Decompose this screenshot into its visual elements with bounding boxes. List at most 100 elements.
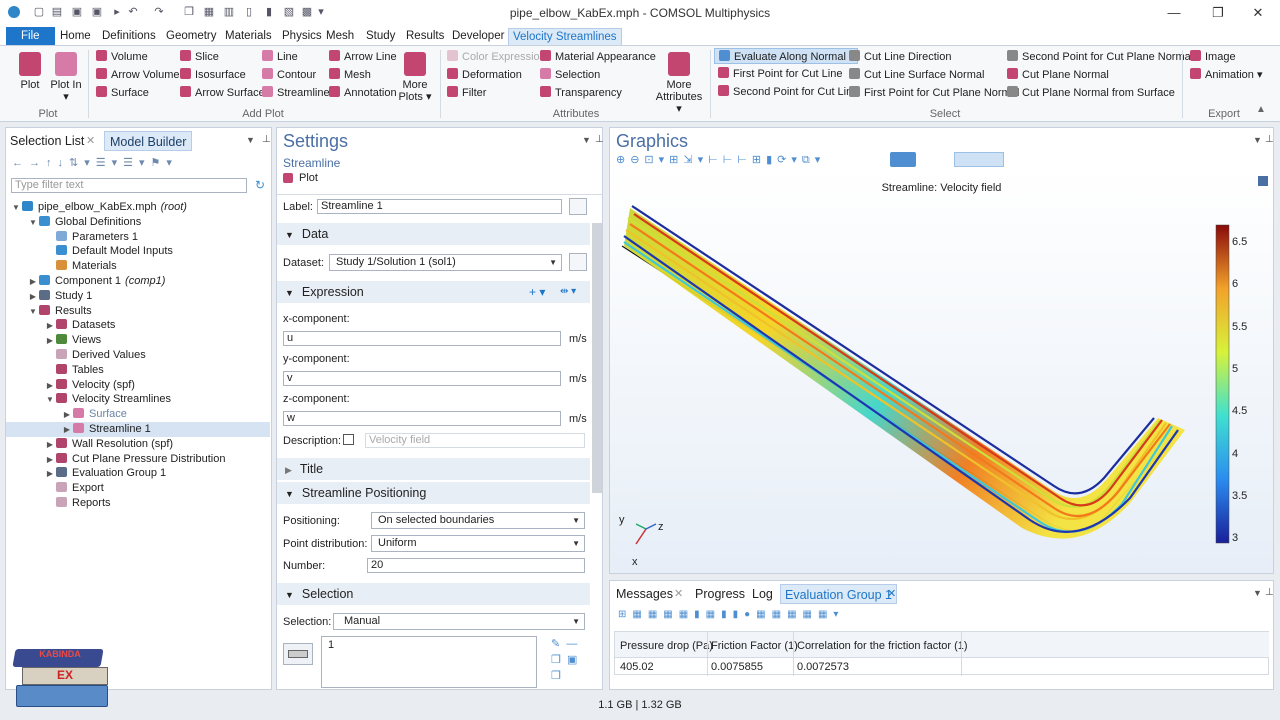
selection-tools[interactable]: ✎ — ❐ ▣ ❐	[551, 638, 578, 682]
save-as-icon[interactable]: ▣	[91, 6, 103, 18]
windows-icon[interactable]: ▩	[301, 6, 313, 18]
tree-item[interactable]: Tables	[10, 363, 270, 378]
tree-item[interactable]: ▶ Wall Resolution (spf)	[10, 437, 270, 452]
go-to-source-icon[interactable]	[569, 253, 587, 271]
tree-item[interactable]: ▶ Study 1	[10, 289, 270, 304]
data-section[interactable]: ▼ Data	[277, 223, 590, 245]
tab-materials[interactable]: Materials	[225, 30, 272, 42]
description-checkbox[interactable]	[343, 434, 354, 445]
second-point-cut-plane-button[interactable]: Second Point for Cut Plane Normal	[1007, 49, 1193, 65]
cut-plane-normal-button[interactable]: Cut Plane Normal	[1007, 67, 1193, 83]
panel-menu-icon[interactable]: ▼	[1253, 588, 1262, 598]
cut-plane-normal-surface-button[interactable]: Cut Plane Normal from Surface	[1007, 85, 1193, 101]
label-field[interactable]: Streamline 1	[317, 199, 562, 214]
tab-results[interactable]: Results	[406, 30, 445, 42]
header-correlation[interactable]: Correlation for the friction factor (1)	[797, 640, 968, 652]
tree-item[interactable]: Derived Values	[10, 348, 270, 363]
replace-expression-icon[interactable]: + ▾	[529, 285, 546, 299]
header-friction-factor[interactable]: Friction Factor (1)	[711, 640, 798, 652]
label-reset-icon[interactable]	[569, 198, 587, 215]
refresh-icon[interactable]: ↻	[255, 178, 266, 192]
tab-geometry[interactable]: Geometry	[166, 30, 217, 42]
chevron-down-icon[interactable]: ▼	[29, 306, 37, 316]
tree-item[interactable]: Export	[10, 481, 270, 496]
tree-item[interactable]: ▶ Datasets	[10, 318, 270, 333]
tree-item[interactable]: ▼ pipe_elbow_KabEx.mph (root)	[10, 200, 270, 215]
description-field[interactable]: Velocity field	[365, 433, 585, 448]
filter-button[interactable]: Filter	[447, 85, 546, 101]
tab-messages[interactable]: Messages	[616, 587, 673, 601]
tree-item[interactable]: ▶ Surface	[10, 407, 270, 422]
selection-section[interactable]: ▼ Selection	[277, 583, 590, 605]
header-pressure-drop[interactable]: Pressure drop (Pa)	[620, 640, 713, 652]
clear-all-icon[interactable]: ▧	[283, 6, 295, 18]
tree-item[interactable]: ▼ Global Definitions	[10, 215, 270, 230]
customize-arrow-icon[interactable]: ▾	[318, 6, 324, 18]
chevron-right-icon[interactable]: ▶	[63, 424, 71, 434]
insert-expression-icon[interactable]: ⇹ ▾	[560, 286, 577, 297]
number-field[interactable]: 20	[367, 558, 585, 573]
close-tab-icon[interactable]: ✕	[86, 135, 96, 147]
maximize-button[interactable]: ❐	[1212, 5, 1224, 20]
selection-item[interactable]: 1	[328, 639, 335, 651]
save-icon[interactable]: ▣	[71, 6, 83, 18]
graphics-toolbar[interactable]: ⊕⊖⊡▾⊞⇲▾⊢⊢⊢⊞▮⟳▾⧉▾	[616, 154, 826, 166]
tab-velocity-streamlines[interactable]: Velocity Streamlines	[508, 28, 622, 45]
z-component-field[interactable]: w	[283, 411, 561, 426]
tree-item[interactable]: ▼ Results	[10, 304, 270, 319]
model-toolbar[interactable]: ←→↑↓⇅▾☰▾☰▾⚑▾	[12, 157, 178, 169]
duplicate-icon[interactable]: ▥	[223, 6, 235, 18]
active-selection-toggle[interactable]	[283, 643, 313, 665]
redo-icon[interactable]: ↷	[154, 6, 164, 18]
y-component-field[interactable]: v	[283, 371, 561, 386]
clear-icon[interactable]: ▮	[265, 6, 273, 18]
tree-item[interactable]: ▶ Velocity (spf)	[10, 378, 270, 393]
volume-button[interactable]: Volume	[96, 49, 179, 65]
delete-icon[interactable]: ▯	[245, 6, 253, 18]
animation-button[interactable]: Animation ▾	[1190, 67, 1263, 83]
close-tab-icon[interactable]: ✕	[887, 588, 897, 600]
point-distribution-select[interactable]: Uniform ▼	[371, 535, 585, 552]
pin-icon[interactable]: ⊥	[1265, 587, 1274, 598]
tab-model-builder[interactable]: Model Builder	[104, 131, 193, 151]
arrow-volume-button[interactable]: Arrow Volume	[96, 67, 179, 83]
chevron-right-icon[interactable]: ▶	[46, 380, 54, 390]
second-point-cut-line-button[interactable]: Second Point for Cut Line	[714, 84, 858, 100]
tab-evaluation-group[interactable]: Evaluation Group 1	[780, 584, 898, 604]
tab-developer[interactable]: Developer	[452, 30, 505, 42]
paste-icon[interactable]: ▦	[203, 6, 215, 18]
selection-button[interactable]: Selection	[540, 67, 656, 83]
streamline-positioning-section[interactable]: ▼ Streamline Positioning	[277, 482, 590, 504]
collapse-ribbon-icon[interactable]: ▲	[1256, 104, 1266, 115]
more-attributes-button[interactable]: More Attributes ▾	[652, 52, 706, 115]
annotation-button[interactable]: Annotation	[329, 85, 397, 101]
isosurface-button[interactable]: Isosurface	[180, 67, 265, 83]
positioning-select[interactable]: On selected boundaries ▼	[371, 512, 585, 529]
tree-item[interactable]: ▶ Component 1 (comp1)	[10, 274, 270, 289]
selection-select[interactable]: Manual ▼	[333, 613, 585, 630]
tab-log[interactable]: Log	[752, 587, 773, 601]
chevron-down-icon[interactable]: ▼	[29, 217, 37, 227]
tab-selection-list[interactable]: Selection List	[10, 134, 85, 148]
tab-mesh[interactable]: Mesh	[326, 30, 355, 42]
tree-item[interactable]: Materials	[10, 259, 270, 274]
render-mode-buttons[interactable]	[954, 152, 1004, 167]
surface-button[interactable]: Surface	[96, 85, 179, 101]
pin-icon[interactable]: ⊥	[262, 134, 271, 145]
x-component-field[interactable]: u	[283, 331, 561, 346]
selection-list[interactable]: 1	[321, 636, 537, 688]
expression-section[interactable]: ▼ Expression + ▾ ⇹ ▾	[277, 281, 590, 303]
streamline-button[interactable]: Streamline	[262, 85, 330, 101]
chevron-right-icon[interactable]: ▶	[29, 276, 37, 286]
evaluate-along-normal-button[interactable]: Evaluate Along Normal	[714, 48, 859, 64]
close-button[interactable]: ✕	[1252, 5, 1264, 20]
view-toggle-button[interactable]	[890, 152, 916, 167]
plot-settings-button[interactable]: Plot	[283, 172, 318, 184]
cut-line-surface-normal-button[interactable]: Cut Line Surface Normal	[849, 67, 1019, 83]
pin-icon[interactable]: ⊥	[1265, 134, 1274, 145]
deformation-button[interactable]: Deformation	[447, 67, 546, 83]
first-point-cut-plane-button[interactable]: First Point for Cut Plane Normal	[849, 85, 1019, 101]
copy-icon[interactable]: ❐	[184, 6, 194, 18]
plot-window-icon[interactable]	[1258, 176, 1268, 186]
tree-item[interactable]: ▶ Cut Plane Pressure Distribution	[10, 452, 270, 467]
